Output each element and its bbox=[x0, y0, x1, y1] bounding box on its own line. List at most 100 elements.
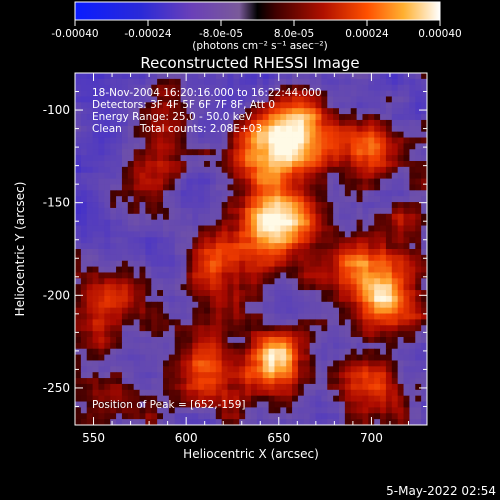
heatmap-cell bbox=[256, 383, 264, 391]
heatmap-cell bbox=[139, 131, 146, 138]
heatmap-cell bbox=[92, 278, 99, 285]
heatmap-cell bbox=[339, 313, 346, 320]
heatmap-cell bbox=[86, 313, 93, 320]
heatmap-cell bbox=[139, 78, 146, 86]
heatmap-cell bbox=[280, 73, 287, 80]
heatmap-cell bbox=[356, 143, 363, 150]
heatmap-cell bbox=[168, 108, 176, 115]
heatmap-cell bbox=[327, 102, 334, 109]
heatmap-cell bbox=[321, 237, 328, 244]
heatmap-cell bbox=[86, 149, 93, 156]
heatmap-cell bbox=[315, 190, 322, 197]
heatmap-cell bbox=[127, 237, 135, 244]
heatmap-cell bbox=[380, 307, 387, 314]
heatmap-cell bbox=[157, 78, 164, 86]
heatmap-cell bbox=[303, 119, 311, 127]
heatmap-cell bbox=[174, 102, 181, 109]
heatmap-cell bbox=[262, 413, 269, 420]
heatmap-cell bbox=[163, 237, 170, 244]
heatmap-cell bbox=[403, 389, 410, 397]
heatmap-cell bbox=[292, 290, 299, 297]
heatmap-cell bbox=[180, 307, 187, 314]
heatmap-cell bbox=[80, 325, 88, 332]
heatmap-cell bbox=[315, 137, 322, 144]
heatmap-cell bbox=[327, 389, 334, 397]
heatmap-cell bbox=[139, 348, 146, 355]
heatmap-cell bbox=[204, 202, 211, 209]
heatmap-cell bbox=[403, 407, 410, 414]
heatmap-cell bbox=[151, 131, 158, 138]
heatmap-cell bbox=[116, 249, 123, 256]
heatmap-cell bbox=[251, 372, 258, 379]
heatmap-cell bbox=[233, 143, 240, 150]
heatmap-cell bbox=[104, 366, 111, 373]
heatmap-cell bbox=[215, 260, 223, 267]
heatmap-cell bbox=[92, 237, 99, 244]
heatmap-cell bbox=[233, 413, 240, 420]
heatmap-cell bbox=[157, 213, 164, 221]
heatmap-cell bbox=[121, 190, 129, 197]
heatmap-cell bbox=[397, 155, 404, 162]
heatmap-cell bbox=[186, 284, 193, 291]
heatmap-cell bbox=[321, 383, 328, 391]
heatmap-cell bbox=[280, 372, 287, 379]
heatmap-cell bbox=[292, 395, 299, 402]
heatmap-cell bbox=[380, 125, 387, 133]
heatmap-cell bbox=[274, 266, 281, 273]
heatmap-cell bbox=[286, 254, 293, 262]
heatmap-cell bbox=[403, 254, 410, 262]
heatmap-cell bbox=[139, 149, 146, 156]
heatmap-cell bbox=[233, 407, 240, 414]
heatmap-cell bbox=[215, 84, 223, 91]
heatmap-cell bbox=[415, 231, 422, 238]
heatmap-cell bbox=[121, 260, 129, 267]
heatmap-cell bbox=[198, 213, 205, 221]
heatmap-cell bbox=[251, 184, 258, 191]
heatmap-cell bbox=[209, 266, 217, 273]
heatmap-cell bbox=[116, 90, 123, 97]
heatmap-cell bbox=[133, 108, 140, 115]
heatmap-cell bbox=[262, 360, 269, 367]
heatmap-cell bbox=[309, 319, 316, 326]
heatmap-cell bbox=[397, 266, 404, 273]
heatmap-cell bbox=[98, 243, 105, 250]
heatmap-cell bbox=[262, 348, 269, 355]
heatmap-cell bbox=[333, 260, 340, 267]
heatmap-cell bbox=[286, 196, 293, 203]
heatmap-cell bbox=[215, 149, 223, 156]
heatmap-cell bbox=[356, 348, 363, 355]
heatmap-cell bbox=[157, 407, 164, 414]
heatmap-cell bbox=[86, 260, 93, 267]
heatmap-cell bbox=[157, 114, 164, 121]
heatmap-cell bbox=[204, 260, 211, 267]
heatmap-cell bbox=[339, 272, 346, 279]
heatmap-cell bbox=[92, 331, 99, 338]
heatmap-cell bbox=[168, 331, 176, 338]
heatmap-cell bbox=[374, 272, 381, 279]
heatmap-cell bbox=[280, 284, 287, 291]
heatmap-cell bbox=[98, 73, 105, 80]
heatmap-cell bbox=[303, 155, 311, 162]
heatmap-cell bbox=[251, 325, 258, 332]
heatmap-cell bbox=[192, 372, 199, 379]
heatmap-cell bbox=[92, 372, 99, 379]
heatmap-cell bbox=[127, 272, 135, 279]
heatmap-cell bbox=[92, 219, 99, 226]
heatmap-cell bbox=[321, 342, 328, 350]
heatmap-cell bbox=[163, 290, 170, 297]
heatmap-cell bbox=[391, 407, 399, 414]
heatmap-cell bbox=[274, 190, 281, 197]
heatmap-cell bbox=[251, 78, 258, 86]
heatmap-cell bbox=[204, 78, 211, 86]
heatmap-cell bbox=[391, 96, 399, 103]
heatmap-cell bbox=[397, 254, 404, 262]
heatmap-cell bbox=[239, 342, 246, 350]
heatmap-cell bbox=[344, 378, 352, 385]
heatmap-cell bbox=[303, 213, 311, 221]
heatmap-cell bbox=[315, 295, 322, 303]
heatmap-cell bbox=[133, 213, 140, 221]
heatmap-cell bbox=[215, 313, 223, 320]
heatmap-cell bbox=[333, 137, 340, 144]
heatmap-cell bbox=[133, 125, 140, 133]
heatmap-cell bbox=[151, 225, 158, 232]
